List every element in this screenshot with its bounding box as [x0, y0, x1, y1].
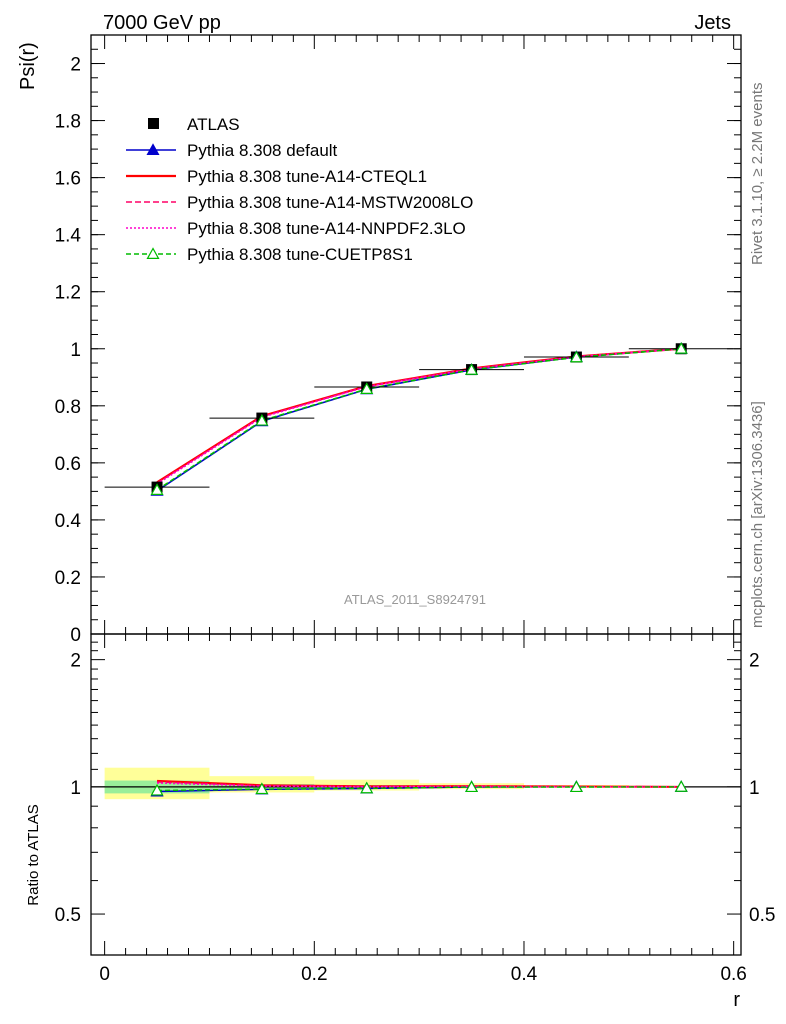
ratio-marker-4 [255, 782, 269, 795]
main-plot: 0 0.2 0.4 0.6 0.8 1 1.2 1.4 1.6 1.8 2 [55, 34, 742, 646]
series-marker-4 [465, 363, 479, 375]
legend-marker-0 [146, 143, 160, 155]
legend-label-atlas: ATLAS [187, 115, 240, 134]
rivet-label: Rivet 3.1.10, ≥ 2.2M events [749, 83, 766, 266]
ratio-marker-4 [150, 783, 164, 796]
ratio-ytick-label-left: 2 [70, 651, 81, 672]
main-ytick-label: 1 [70, 340, 81, 361]
ratio-marker-4 [674, 780, 688, 792]
ratio-ytick-label-right: 1 [749, 778, 760, 799]
ratio-ytick-label-left: 0.5 [55, 905, 81, 926]
ratio-plot: 0.5 0.5 1 1 2 2 0 0.2 0.4 0.6 [55, 633, 775, 985]
main-ytick-label: 0.6 [55, 454, 81, 475]
series-line-3 [156, 347, 682, 485]
ratio-line-4 [157, 786, 682, 792]
series-marker-4 [255, 413, 269, 426]
ratio-xtick-label: 0 [99, 964, 110, 985]
series-marker-4 [150, 483, 164, 495]
main-ylabel: Psi(r) [17, 42, 39, 90]
main-ytick-label: 0.2 [55, 568, 81, 589]
ratio-xtick-label: 0.6 [720, 964, 746, 985]
legend-label-2: Pythia 8.308 tune-A14-MSTW2008LO [187, 193, 473, 212]
legend-atlas-marker [148, 118, 159, 129]
series-marker-4 [674, 342, 688, 354]
ratio-ytick-label-right: 0.5 [749, 905, 775, 926]
legend-label-3: Pythia 8.308 tune-A14-NNPDF2.3LO [187, 219, 466, 238]
series-line-1 [156, 347, 682, 484]
ratio-marker-4 [465, 780, 479, 793]
ratio-ylabel: Ratio to ATLAS [25, 804, 42, 905]
legend-label-1: Pythia 8.308 tune-A14-CTEQL1 [187, 167, 427, 186]
ratio-xtick-label: 0.4 [511, 964, 538, 985]
header-right: Jets [694, 12, 731, 34]
ratio-frame [90, 633, 742, 956]
main-ytick-label: 0.8 [55, 397, 81, 418]
series-marker-4 [360, 382, 374, 394]
ratio-ytick-label-right: 2 [749, 651, 760, 672]
legend-label-4: Pythia 8.308 tune-CUETP8S1 [187, 245, 413, 264]
series-line-2 [156, 347, 682, 484]
legend-marker-4 [146, 247, 160, 259]
ratio-marker-4 [569, 780, 583, 793]
header-left: 7000 GeV pp [103, 12, 221, 34]
series-line-0 [156, 347, 682, 492]
main-ytick-label: 1.2 [55, 283, 81, 304]
ratio-xlabel: r [733, 989, 740, 1011]
main-ytick-label: 0.4 [55, 511, 82, 532]
analysis-watermark: ATLAS_2011_S8924791 [344, 592, 486, 607]
ratio-ytick-label-left: 1 [70, 778, 81, 799]
ratio-marker-4 [360, 781, 374, 794]
legend: ATLAS Pythia 8.308 default Pythia 8.308 tu… [126, 115, 473, 264]
main-ytick-label: 1.4 [55, 226, 82, 247]
main-ytick-label: 2 [70, 55, 81, 76]
series-marker-4 [569, 350, 583, 363]
ratio-xtick-label: 0.2 [301, 964, 327, 985]
series-line-4 [156, 347, 682, 491]
main-ytick-label: 0 [70, 625, 81, 646]
main-ytick-label: 1.8 [55, 112, 81, 133]
mcplots-label: mcplots.cern.ch [arXiv:1306.3436] [749, 401, 766, 628]
legend-label-0: Pythia 8.308 default [187, 141, 338, 160]
main-ytick-label: 1.6 [55, 169, 81, 190]
